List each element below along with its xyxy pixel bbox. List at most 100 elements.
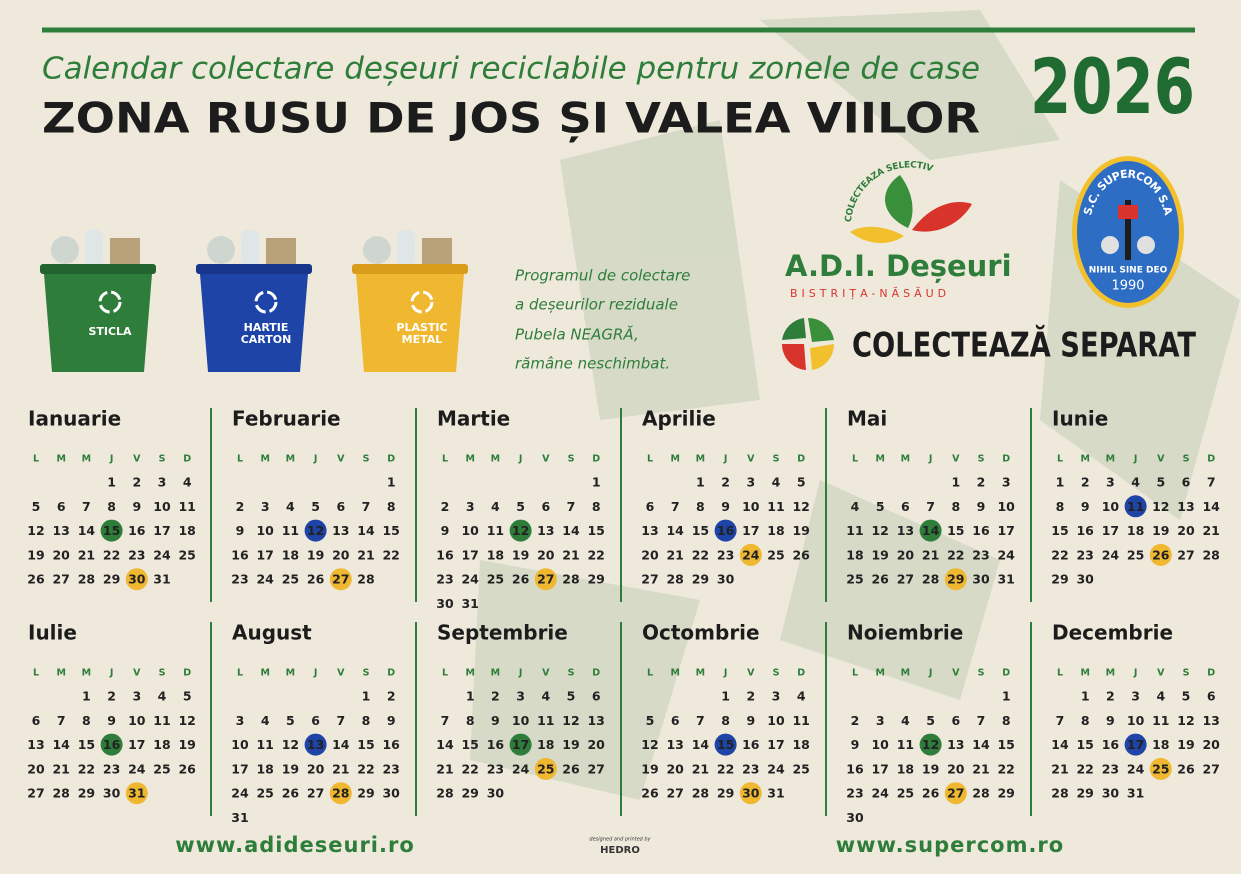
day: 29 (997, 786, 1014, 801)
day: 9 (1081, 499, 1090, 514)
day: 28 (922, 572, 939, 587)
day: 15 (947, 523, 964, 538)
day: 27 (947, 786, 964, 801)
day: 22 (997, 761, 1014, 776)
weekday: M (1080, 454, 1089, 465)
month-name: Martie (437, 407, 510, 431)
month-name: Februarie (232, 407, 341, 431)
waste (422, 238, 452, 264)
day: 12 (871, 523, 888, 538)
day: 9 (236, 523, 245, 538)
day: 7 (82, 499, 91, 514)
day: 16 (103, 737, 121, 752)
day: 27 (666, 786, 683, 801)
weekday: M (56, 668, 65, 679)
day: 21 (357, 547, 374, 562)
weekday: M (901, 454, 910, 465)
day: 27 (1177, 547, 1194, 562)
day: 11 (487, 523, 504, 538)
day: 31 (997, 572, 1014, 587)
weekday: J (723, 454, 728, 465)
weekday: M (82, 668, 91, 679)
day: 23 (742, 761, 759, 776)
day: 11 (767, 499, 784, 514)
day: 18 (1152, 737, 1169, 752)
day: 17 (767, 737, 784, 752)
weekday: L (1057, 668, 1063, 679)
weekday: D (387, 668, 395, 679)
weekday: M (465, 454, 474, 465)
day: 16 (231, 547, 249, 562)
waste (397, 230, 415, 266)
day: 2 (1106, 689, 1115, 704)
day: 25 (537, 761, 554, 776)
day: 17 (256, 547, 273, 562)
collection-day (304, 519, 327, 542)
day: 30 (103, 786, 121, 801)
weekday: M (260, 454, 269, 465)
day: 13 (332, 523, 349, 538)
day: 24 (1127, 761, 1145, 776)
day: 25 (153, 761, 170, 776)
weekday: D (797, 668, 805, 679)
day: 6 (32, 713, 41, 728)
day: 20 (1177, 523, 1195, 538)
day: 25 (282, 572, 299, 587)
weekday: M (491, 454, 500, 465)
day: 16 (846, 761, 864, 776)
day: 7 (671, 499, 680, 514)
day: 28 (972, 786, 989, 801)
weekday: L (33, 668, 39, 679)
day: 4 (797, 689, 806, 704)
day: 20 (307, 761, 325, 776)
weekday: S (773, 454, 780, 465)
weekday: S (568, 668, 575, 679)
day: 3 (158, 475, 167, 490)
day: 13 (1177, 499, 1194, 514)
day: 22 (1051, 547, 1068, 562)
day: 18 (153, 737, 170, 752)
weekday: S (568, 454, 575, 465)
weekday: L (237, 668, 243, 679)
day: 19 (178, 737, 195, 752)
day: 2 (132, 475, 141, 490)
weekday: M (260, 668, 269, 679)
day: 30 (972, 572, 990, 587)
day: 29 (461, 786, 478, 801)
day: 13 (1202, 713, 1219, 728)
supercom-year: 1990 (1111, 279, 1144, 294)
day: 14 (922, 523, 940, 538)
day: 30 (1102, 786, 1120, 801)
day: 22 (461, 761, 478, 776)
day: 3 (466, 499, 475, 514)
bin-label: HARTIE (244, 321, 289, 334)
waste (51, 236, 79, 264)
bin-body (200, 274, 308, 372)
day: 15 (78, 737, 95, 752)
day: 3 (261, 499, 270, 514)
day: 20 (641, 547, 659, 562)
day: 31 (128, 786, 145, 801)
day: 17 (231, 761, 248, 776)
day: 19 (922, 761, 939, 776)
day: 3 (516, 689, 525, 704)
day: 2 (387, 689, 396, 704)
day: 20 (947, 761, 965, 776)
day: 28 (78, 572, 95, 587)
day: 15 (997, 737, 1014, 752)
day: 22 (587, 547, 604, 562)
day: 27 (52, 572, 69, 587)
day: 24 (153, 547, 171, 562)
day: 4 (851, 499, 860, 514)
day: 17 (742, 523, 759, 538)
day: 17 (461, 547, 478, 562)
day: 30 (382, 786, 400, 801)
day: 31 (767, 786, 784, 801)
day: 22 (717, 761, 734, 776)
day: 5 (876, 499, 885, 514)
year: 2026 (1030, 42, 1195, 131)
day: 24 (871, 786, 889, 801)
day: 28 (52, 786, 69, 801)
day: 26 (178, 761, 196, 776)
day: 20 (587, 737, 605, 752)
